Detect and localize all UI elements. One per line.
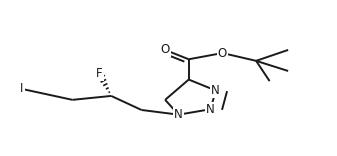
Text: N: N bbox=[174, 108, 183, 121]
Text: F: F bbox=[96, 67, 103, 80]
Text: I: I bbox=[20, 82, 24, 95]
Text: O: O bbox=[160, 43, 170, 56]
Text: O: O bbox=[218, 46, 227, 60]
Text: N: N bbox=[206, 103, 215, 116]
Text: N: N bbox=[211, 84, 220, 97]
